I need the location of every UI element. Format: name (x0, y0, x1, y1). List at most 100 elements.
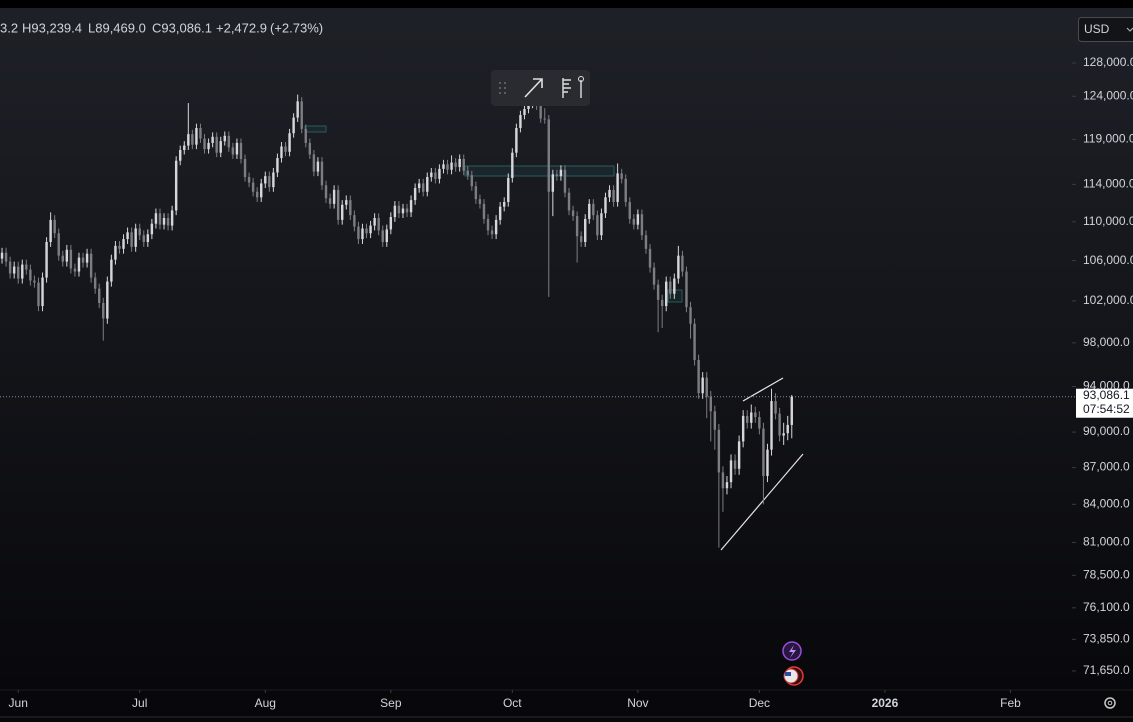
candle-body (713, 411, 717, 430)
candle-body (332, 189, 336, 204)
trend-line (720, 453, 804, 551)
candle-body (652, 267, 656, 285)
candle-body (575, 216, 579, 237)
y-tick-label: 114,000.0 (1083, 177, 1133, 191)
candle-body (57, 233, 60, 256)
legend-open: 3.2 (0, 20, 18, 35)
candle-body (778, 413, 781, 436)
candle-body (438, 168, 441, 179)
candle-body (705, 377, 708, 397)
trend-line (742, 377, 784, 402)
candle-body (685, 271, 688, 308)
candle-body (288, 133, 291, 152)
candle-body (721, 472, 725, 489)
y-tick-label: 81,000.0 (1083, 535, 1130, 549)
candle-body (102, 302, 105, 319)
candle-body (746, 415, 749, 423)
candle-body (166, 217, 170, 226)
x-tick-label: Nov (627, 696, 648, 710)
last-price-tag (1076, 388, 1133, 418)
candle-body (559, 169, 563, 177)
candle-body (349, 200, 352, 216)
candle-body (320, 161, 324, 186)
candle-body (762, 428, 765, 477)
x-tick-label: 2026 (872, 696, 899, 710)
candle-body (616, 173, 619, 202)
candle-body (61, 255, 64, 262)
x-tick-label: Dec (749, 696, 770, 710)
x-tick-label: Feb (1000, 696, 1021, 710)
candle-body (648, 248, 652, 268)
candle-body (85, 253, 89, 263)
candle-body (612, 189, 615, 202)
candle-body (45, 241, 48, 278)
candle-body (754, 412, 757, 418)
candle-body (17, 266, 20, 279)
candle-body (203, 138, 206, 150)
candle-body (170, 210, 174, 226)
candle-body (446, 164, 449, 170)
candle-body (373, 217, 376, 226)
candle-body (766, 449, 769, 477)
currency-select[interactable] (1078, 17, 1133, 42)
zone-box (464, 165, 615, 177)
candle-body (98, 288, 101, 303)
y-tick-label: 124,000.0 (1083, 88, 1133, 102)
candle-body (25, 264, 28, 270)
legend-change: +2,472.9 (216, 20, 267, 35)
candle-body (523, 109, 526, 116)
candle-body (701, 377, 704, 394)
candle-body (12, 266, 16, 274)
candle-body (126, 232, 129, 240)
candle-body (377, 217, 380, 231)
toolbar-arrow-tool[interactable] (524, 78, 543, 98)
toolbar-fib-tool[interactable] (562, 78, 571, 98)
y-tick-label: 76,100.0 (1083, 600, 1130, 614)
candle-body (345, 200, 348, 205)
y-tick-label: 110,000.0 (1083, 214, 1133, 228)
event-icon-bolt (789, 645, 796, 658)
toolbar-grip (499, 82, 506, 94)
candle-body (588, 203, 591, 219)
currency-label[interactable]: USD (1084, 22, 1110, 36)
candle-body (503, 201, 506, 207)
candle-body (665, 281, 668, 307)
candle-body (65, 249, 69, 262)
candle-body (709, 396, 712, 412)
candle-body (336, 189, 340, 220)
candle-body (693, 323, 696, 361)
candle-body (146, 234, 150, 242)
candle-body (640, 214, 644, 236)
candle-body (361, 228, 364, 240)
candle-body (571, 210, 575, 217)
candle-body (8, 261, 12, 274)
y-tick-label: 106,000.0 (1083, 253, 1133, 267)
candle-body (154, 213, 158, 224)
candle-body (547, 119, 550, 192)
candle-body (434, 172, 437, 179)
candle-body (235, 142, 239, 155)
candle-body (106, 281, 109, 319)
candle-body (369, 225, 372, 234)
candle-body (93, 277, 97, 289)
legend-change-pct: (+2.73%) (270, 20, 323, 35)
candle-body (426, 177, 429, 192)
candle-body (328, 198, 332, 204)
countdown-label: 07:54:52 (1083, 402, 1130, 416)
candle-body (511, 152, 514, 178)
candle-body (138, 228, 141, 236)
candle-body (211, 136, 214, 143)
settings-icon[interactable] (1104, 697, 1116, 709)
candle-body (697, 360, 700, 394)
candle-body (183, 145, 186, 151)
candle-body (786, 424, 789, 434)
candle-body (430, 172, 433, 178)
x-tick-label: Aug (255, 696, 276, 710)
candle-body (69, 249, 73, 269)
candle-body (260, 183, 263, 198)
toolbar-line-tool-handle[interactable] (578, 76, 584, 82)
candle-body (750, 412, 753, 423)
candle-body (660, 299, 664, 307)
candle-body (413, 188, 417, 201)
